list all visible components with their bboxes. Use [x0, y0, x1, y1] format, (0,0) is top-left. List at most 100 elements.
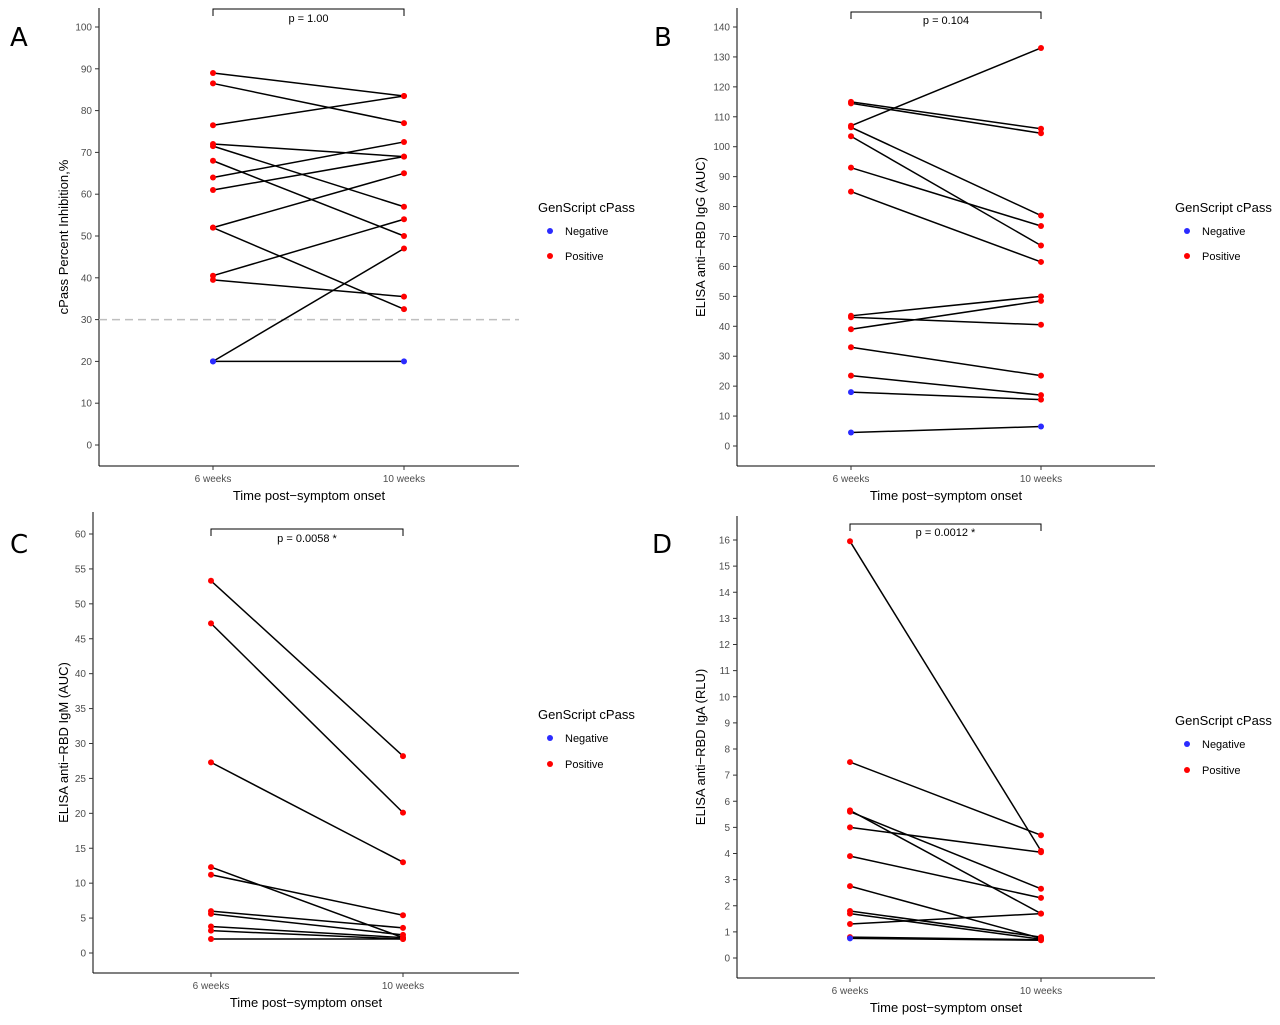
panel-a-pair-line [212, 95, 405, 126]
panel-c-pair-line [210, 874, 404, 917]
panel-c-y-axis-title: ELISA anti−RBD IgM (AUC) [56, 662, 71, 823]
panel-c-x-axis-title: Time post−symptom onset [230, 995, 383, 1010]
panel-c-y-tick-label: 40 [75, 669, 87, 680]
panel-b-pair-line [850, 391, 1042, 401]
panel-b-pair-line [850, 135, 1042, 247]
panel-b-y-tick-label: 70 [719, 232, 731, 243]
panel-letter-c: C [10, 530, 28, 560]
panel-c-x-tick-label: 10 weeks [382, 981, 424, 992]
panel-a-point-10-weeks [401, 233, 407, 239]
panel-a-y-tick-label: 40 [81, 273, 93, 284]
panel-d-pair-line [849, 809, 1042, 915]
panel-d-y-tick-label: 5 [724, 823, 730, 834]
panel-c-point-6-weeks [208, 864, 214, 871]
panel-b-significance-bracket [850, 11, 1042, 19]
panel-b-x-axis-title: Time post−symptom onset [870, 488, 1023, 503]
panel-d-legend-key-negative [1184, 741, 1190, 747]
panel-c-point-6-weeks [208, 923, 214, 930]
panel-c-y-tick-label: 5 [80, 914, 86, 925]
panel-b-point-6-weeks [848, 429, 854, 436]
panel-a-point-10-weeks [401, 120, 407, 127]
panel-d-pair-line [849, 826, 1042, 853]
panel-a-legend-label-negative: Negative [565, 226, 608, 238]
panel-a-p-value: p = 1.00 [288, 13, 328, 25]
panel-b-chart: 0 10 20 30 40 50 60 70 80 90 100 110 120 130 140 6 week… [693, 8, 1272, 503]
panel-d-pair-line [849, 912, 1042, 940]
panel-b-point-10-weeks [1038, 242, 1044, 249]
panel-c-y-tick-label: 15 [75, 844, 87, 855]
panel-a-y-tick-label: 10 [81, 399, 93, 410]
panel-d-y-tick-label: 4 [724, 849, 730, 860]
panel-b-point-10-weeks [1038, 258, 1044, 265]
panel-d-point-6-weeks [847, 921, 853, 928]
panel-c-y-tick-label: 60 [75, 530, 87, 541]
panel-a-point-10-weeks [401, 358, 407, 365]
panel-c-point-10-weeks [400, 809, 406, 816]
panel-c-point-6-weeks [208, 936, 214, 943]
panel-b-pair-line [850, 47, 1042, 127]
panel-c-pair-line [210, 929, 404, 940]
panel-letter-d: D [652, 530, 672, 560]
panel-a-y-tick-label: 100 [75, 23, 92, 34]
panel-d-y-tick-label: 9 [724, 718, 730, 729]
panel-b-point-10-weeks [1038, 372, 1044, 379]
panel-c-pair-line [210, 910, 404, 929]
panel-a-point-6-weeks [210, 69, 216, 76]
panel-d-x-tick-label: 10 weeks [1020, 986, 1062, 997]
panel-b-y-tick-label: 30 [719, 352, 731, 363]
panel-d-pair-line [849, 937, 1042, 941]
panel-d-y-tick-label: 8 [724, 745, 730, 756]
panel-b-y-tick-label: 40 [719, 322, 731, 333]
panel-c-significance-bracket [210, 528, 404, 536]
panel-a-point-10-weeks [401, 153, 407, 160]
panel-a-pair-line [212, 155, 405, 191]
panel-a-pair-line [212, 218, 405, 277]
panel-d-point-6-weeks [847, 853, 853, 860]
panel-b-pair-line [850, 346, 1042, 377]
panel-d-p-value: p = 0.0012 * [916, 527, 976, 539]
panel-a-point-6-weeks [210, 122, 216, 129]
panel-d-pair-line [849, 540, 1042, 852]
panel-b-point-6-weeks [848, 133, 854, 140]
panel-d-point-6-weeks [847, 910, 853, 917]
panel-a-y-tick-label: 90 [81, 64, 93, 75]
panel-d-y-tick-label: 14 [719, 588, 731, 599]
panel-d-pair-line [849, 910, 1042, 938]
panel-c-point-6-weeks [208, 620, 214, 627]
panel-c-pair-line [210, 866, 404, 939]
panel-d-y-tick-label: 1 [724, 927, 730, 938]
panel-b-pair-line [850, 101, 1042, 130]
panel-b-legend-title: GenScript cPass [1175, 200, 1272, 215]
panel-c-legend-key-positive [547, 761, 553, 767]
panel-d-point-10-weeks [1038, 832, 1044, 839]
panel-c-pair-line [210, 580, 404, 757]
panel-b-y-tick-label: 60 [719, 262, 731, 273]
panel-b-pair-line [850, 425, 1042, 434]
panel-a-legend-title: GenScript cPass [538, 200, 635, 215]
panel-d-y-tick-label: 0 [724, 954, 730, 965]
panel-b-point-6-weeks [848, 100, 854, 107]
panel-a-significance-bracket [212, 8, 405, 16]
panel-a-point-10-weeks [401, 306, 407, 313]
panel-a-x-tick-label: 10 weeks [383, 474, 425, 485]
panel-letter-b: B [654, 23, 672, 53]
panel-a-y-tick-label: 20 [81, 357, 93, 368]
panel-b-p-value: p = 0.104 [923, 15, 969, 27]
panel-b-y-tick-label: 20 [719, 382, 731, 393]
panel-a-point-10-weeks [401, 216, 407, 223]
panel-b-point-10-weeks [1038, 44, 1044, 51]
panel-b-x-tick-label: 6 weeks [833, 474, 870, 485]
panel-b-y-tick-label: 10 [719, 412, 731, 423]
panel-d-point-6-weeks [847, 883, 853, 890]
panel-c-y-tick-label: 45 [75, 634, 87, 645]
panel-b-point-10-weeks [1038, 396, 1044, 403]
panel-a-point-6-weeks [210, 157, 216, 164]
panel-a-pair-line [212, 247, 405, 363]
panel-a-point-10-weeks [401, 92, 407, 99]
panel-d-point-6-weeks [847, 538, 853, 545]
panel-c-chart: 0 5 10 15 20 25 30 35 40 45 50 55 60 6 weeks 10 weeks T… [56, 512, 635, 1010]
panel-c-legend-title: GenScript cPass [538, 707, 635, 722]
panel-b-pair-line [850, 126, 1042, 217]
panel-c-point-6-weeks [208, 759, 214, 766]
panel-b-y-tick-label: 100 [713, 142, 730, 153]
